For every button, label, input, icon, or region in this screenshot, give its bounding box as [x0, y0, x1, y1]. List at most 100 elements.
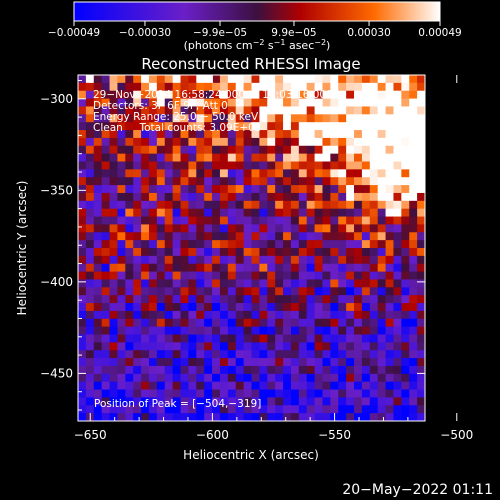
heatmap-cell	[109, 326, 119, 336]
heatmap-cell	[117, 279, 126, 288]
heatmap-cell	[283, 185, 292, 194]
heatmap-cell	[219, 224, 229, 233]
heatmap-cell	[377, 122, 387, 131]
heatmap-cell	[148, 90, 158, 100]
heatmap-cell	[290, 122, 300, 131]
heatmap-cell	[393, 185, 402, 194]
heatmap-cell	[314, 381, 324, 391]
heatmap-cell	[235, 122, 245, 131]
heatmap-cell	[322, 248, 331, 257]
heatmap-cell	[101, 200, 111, 210]
heatmap-cell	[251, 185, 260, 194]
heatmap-cell	[417, 153, 425, 163]
heatmap-cell	[78, 216, 87, 226]
heatmap-cell	[235, 255, 245, 265]
heatmap-cell	[243, 75, 253, 84]
heatmap-cell	[369, 122, 379, 131]
heatmap-cell	[164, 295, 174, 304]
heatmap-cell	[409, 342, 418, 351]
heatmap-cell	[417, 240, 425, 249]
heatmap-cell	[409, 389, 418, 399]
heatmap-cell	[393, 389, 402, 399]
heatmap-cell	[196, 232, 205, 241]
heatmap-cell	[93, 137, 103, 147]
heatmap-cell	[417, 318, 425, 328]
heatmap-cell	[188, 381, 197, 391]
heatmap-cell	[109, 334, 119, 343]
heatmap-cell	[172, 153, 182, 163]
heatmap-cell	[361, 358, 371, 367]
heatmap-cell	[401, 153, 410, 163]
heatmap-cell	[125, 334, 134, 343]
heatmap-cell	[298, 334, 308, 343]
heatmap-cell	[148, 263, 158, 273]
heatmap-cell	[243, 342, 253, 351]
heatmap-cell	[409, 279, 418, 288]
heatmap-cell	[306, 153, 316, 163]
heatmap-cell	[346, 216, 355, 226]
heatmap-cell	[212, 263, 221, 273]
heatmap-cell	[235, 373, 245, 383]
heatmap-cell	[204, 279, 213, 288]
heatmap-cell	[385, 232, 395, 241]
heatmap-cell	[251, 263, 260, 273]
heatmap-cell	[330, 106, 339, 115]
heatmap-cell	[417, 310, 425, 320]
heatmap-cell	[101, 185, 111, 194]
heatmap-cell	[251, 365, 260, 375]
heatmap-cell	[306, 82, 316, 92]
heatmap-cell	[85, 373, 95, 383]
heatmap-cell	[267, 137, 276, 147]
heatmap-cell	[148, 342, 158, 351]
heatmap-cell	[283, 232, 292, 241]
heatmap-cell	[377, 295, 387, 304]
heatmap-cell	[243, 271, 253, 281]
heatmap-cell	[212, 271, 221, 281]
heatmap-cell	[125, 255, 134, 265]
heatmap-cell	[172, 287, 182, 296]
heatmap-cell	[188, 318, 197, 328]
heatmap-cell	[219, 358, 229, 367]
heatmap-cell	[275, 192, 284, 202]
heatmap-cell	[298, 75, 308, 84]
heatmap-cell	[275, 98, 284, 108]
heatmap-cell	[125, 413, 134, 421]
heatmap-cell	[251, 271, 260, 281]
heatmap-cell	[243, 397, 253, 406]
heatmap-cell	[354, 169, 363, 178]
heatmap-cell	[117, 82, 126, 92]
heatmap-cell	[401, 145, 410, 155]
heatmap-cell	[109, 358, 119, 367]
heatmap-cell	[78, 177, 87, 186]
heatmap-cell	[204, 75, 213, 84]
colorbar-tick-label: 0.00049	[418, 27, 461, 39]
heatmap-cell	[180, 334, 190, 343]
heatmap-cell	[227, 145, 237, 155]
heatmap-cell	[346, 98, 355, 108]
heatmap-cell	[298, 90, 308, 100]
heatmap-cell	[243, 161, 253, 170]
heatmap-cell	[409, 318, 418, 328]
heatmap-cell	[101, 342, 111, 351]
heatmap-cell	[275, 413, 284, 421]
heatmap-cell	[283, 279, 292, 288]
heatmap-cell	[85, 255, 95, 265]
heatmap-cell	[314, 397, 324, 406]
heatmap-cell	[385, 98, 395, 108]
heatmap-cell	[275, 122, 284, 131]
heatmap-cell	[330, 365, 339, 375]
heatmap-cell	[251, 310, 260, 320]
heatmap-cell	[204, 82, 213, 92]
heatmap-cell	[259, 279, 268, 288]
heatmap-cell	[219, 373, 229, 383]
heatmap-cell	[346, 114, 355, 123]
heatmap-cell	[283, 389, 292, 399]
heatmap-cell	[78, 310, 87, 320]
heatmap-cell	[259, 153, 268, 163]
heatmap-cell	[354, 326, 363, 336]
heatmap-cell	[369, 255, 379, 265]
heatmap-cell	[385, 310, 395, 320]
heatmap-cell	[227, 413, 237, 421]
heatmap-cell	[125, 122, 134, 131]
heatmap-cell	[243, 263, 253, 273]
